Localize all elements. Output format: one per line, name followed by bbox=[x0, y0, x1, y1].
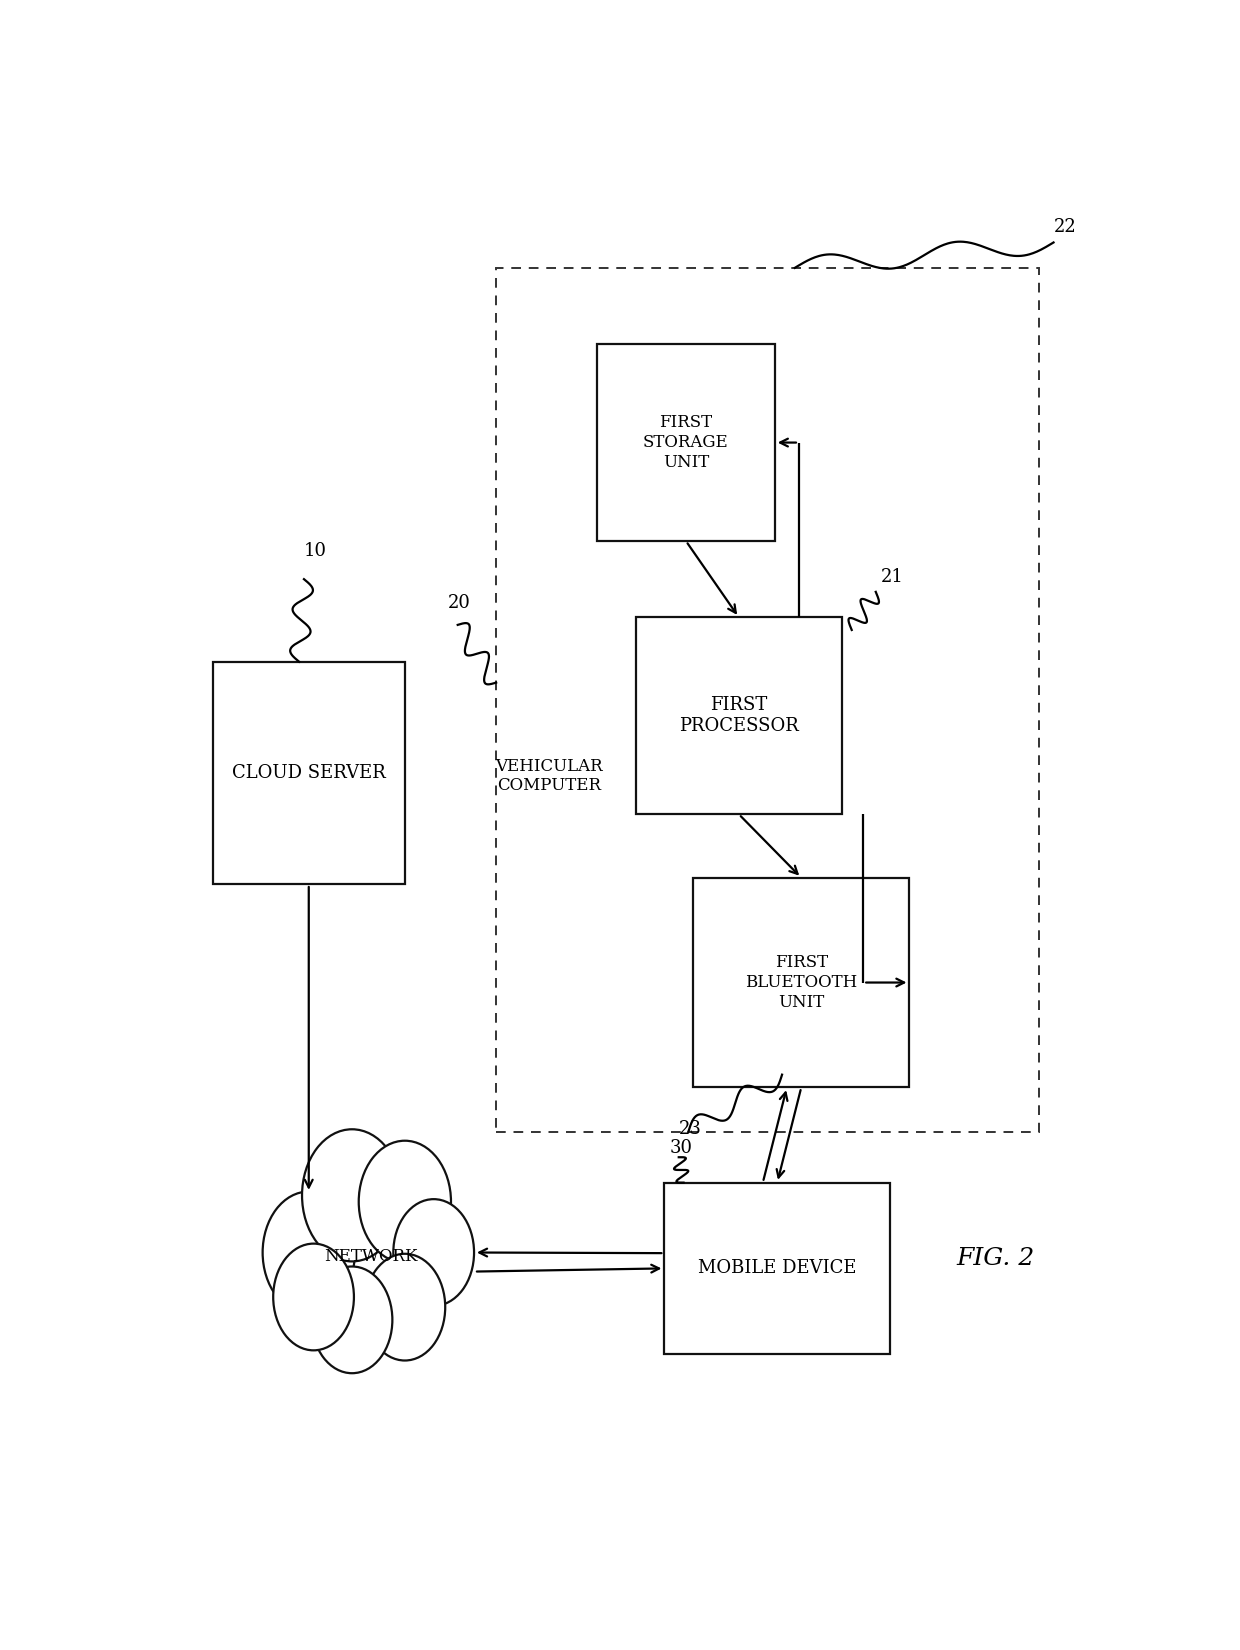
Circle shape bbox=[303, 1129, 402, 1261]
Circle shape bbox=[311, 1267, 392, 1373]
Text: FIRST
BLUETOOTH
UNIT: FIRST BLUETOOTH UNIT bbox=[745, 954, 857, 1011]
Text: CLOUD SERVER: CLOUD SERVER bbox=[232, 764, 386, 782]
Circle shape bbox=[358, 1140, 451, 1262]
FancyBboxPatch shape bbox=[693, 878, 909, 1087]
Text: 20: 20 bbox=[448, 594, 471, 612]
FancyBboxPatch shape bbox=[213, 662, 404, 884]
Circle shape bbox=[273, 1244, 353, 1350]
Text: MOBILE DEVICE: MOBILE DEVICE bbox=[698, 1259, 857, 1277]
Text: 10: 10 bbox=[304, 543, 327, 559]
Text: 21: 21 bbox=[880, 568, 904, 586]
FancyBboxPatch shape bbox=[665, 1183, 890, 1355]
Circle shape bbox=[263, 1191, 355, 1313]
Text: FIRST
STORAGE
UNIT: FIRST STORAGE UNIT bbox=[644, 414, 729, 470]
Text: VEHICULAR
COMPUTER: VEHICULAR COMPUTER bbox=[495, 757, 603, 794]
FancyBboxPatch shape bbox=[596, 345, 775, 541]
Text: NETWORK: NETWORK bbox=[325, 1247, 418, 1266]
Circle shape bbox=[365, 1254, 445, 1361]
Text: FIRST
PROCESSOR: FIRST PROCESSOR bbox=[680, 696, 799, 736]
Circle shape bbox=[393, 1200, 474, 1305]
FancyBboxPatch shape bbox=[635, 617, 842, 813]
FancyBboxPatch shape bbox=[496, 267, 1039, 1132]
Text: 30: 30 bbox=[670, 1138, 692, 1157]
Text: 23: 23 bbox=[678, 1120, 702, 1138]
Text: 22: 22 bbox=[1054, 218, 1076, 236]
Text: FIG. 2: FIG. 2 bbox=[957, 1247, 1035, 1270]
